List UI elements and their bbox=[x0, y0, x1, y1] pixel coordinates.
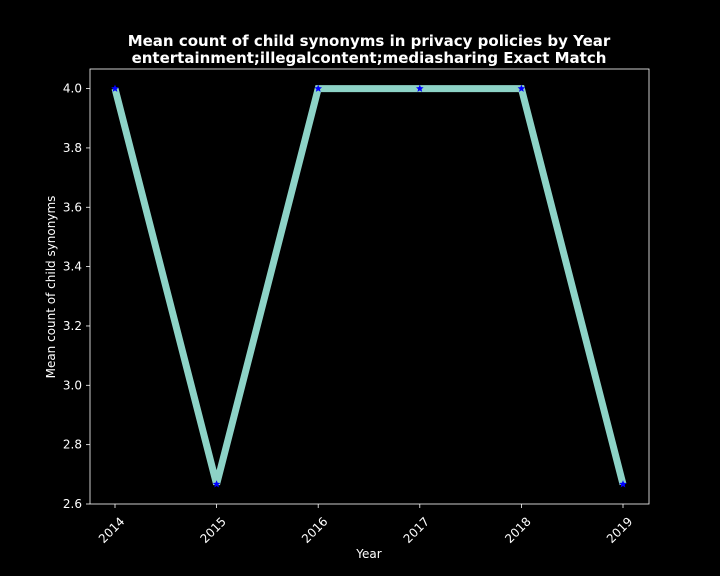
data-point-marker bbox=[212, 480, 221, 488]
y-tick-label: 3.0 bbox=[63, 378, 82, 392]
y-axis-ticks: 2.6 2.8 3.0 3.2 3.4 3.6 3.8 4.0 bbox=[63, 82, 90, 511]
data-point-marker bbox=[111, 84, 119, 92]
y-tick-label: 2.8 bbox=[63, 438, 82, 452]
y-tick-label: 3.2 bbox=[63, 319, 82, 333]
plot-area-frame bbox=[89, 68, 650, 505]
data-point-marker bbox=[416, 84, 424, 92]
y-tick-label: 2.6 bbox=[63, 497, 82, 511]
chart-title-line-1: Mean count of child synonyms in privacy … bbox=[128, 32, 611, 50]
marker-layer bbox=[111, 84, 627, 488]
x-axis-label: Year bbox=[355, 547, 381, 561]
y-tick-label: 3.6 bbox=[63, 200, 82, 214]
y-tick-label: 4.0 bbox=[63, 82, 82, 96]
data-point-marker bbox=[517, 84, 526, 92]
y-tick-label: 3.4 bbox=[63, 260, 82, 274]
y-tick-label: 3.8 bbox=[63, 141, 82, 155]
y-axis-label: Mean count of child synonyms bbox=[44, 196, 58, 379]
chart-title-line-2: entertainment;illegalcontent;mediasharin… bbox=[132, 49, 607, 67]
series-layer bbox=[111, 85, 627, 486]
series-line bbox=[111, 85, 627, 486]
data-point-marker bbox=[619, 480, 627, 488]
data-point-marker bbox=[314, 84, 322, 92]
